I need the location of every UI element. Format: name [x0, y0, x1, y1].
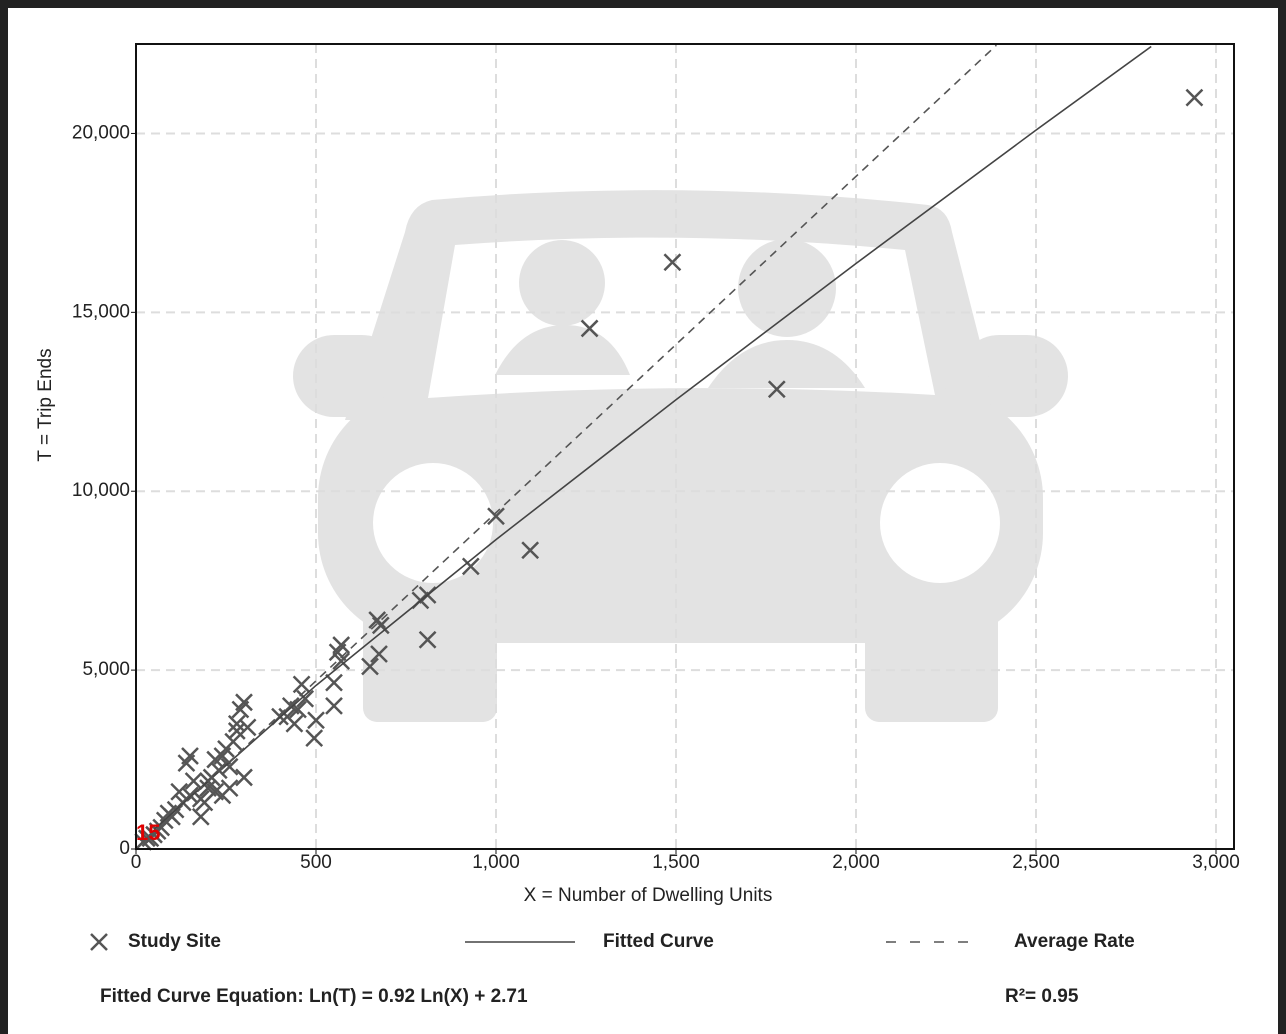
y-tick-label: 0 [119, 838, 130, 859]
x-axis-label: X = Number of Dwelling Units [524, 885, 773, 906]
chart: X = Number of Dwelling Units T = Trip En… [0, 0, 1286, 1034]
study-site-point [193, 809, 209, 825]
study-site-point [232, 701, 248, 717]
x-tick-label: 500 [300, 852, 332, 873]
x-tick-label: 2,500 [1012, 852, 1060, 873]
y-tick-label: 5,000 [82, 659, 130, 680]
legend-label: Fitted Curve [603, 931, 714, 952]
y-tick-label: 20,000 [72, 122, 130, 143]
study-site-point [1186, 90, 1202, 106]
study-site-point [294, 676, 310, 692]
x-tick-label: 2,000 [832, 852, 880, 873]
y-axis-label: T = Trip Ends [35, 348, 56, 461]
x-tick-label: 1,000 [472, 852, 520, 873]
legend-label: Average Rate [1014, 931, 1135, 952]
study-site-point [236, 769, 252, 785]
legend-marker [91, 934, 107, 950]
study-site-point [326, 675, 342, 691]
x-tick-label: 3,000 [1192, 852, 1240, 873]
x-tick-label: 1,500 [652, 852, 700, 873]
study-site-point [178, 755, 194, 771]
equation: Fitted Curve Equation: Ln(T) = 0.92 Ln(X… [100, 986, 528, 1007]
x-tick-label: 0 [131, 852, 142, 873]
study-site-point [326, 698, 342, 714]
study-site-point [306, 730, 322, 746]
r-squared: R²= 0.95 [1005, 986, 1079, 1007]
annotation: 15 [136, 820, 160, 845]
legend-label: Study Site [128, 931, 221, 952]
y-tick-label: 10,000 [72, 480, 130, 501]
y-tick-label: 15,000 [72, 301, 130, 322]
